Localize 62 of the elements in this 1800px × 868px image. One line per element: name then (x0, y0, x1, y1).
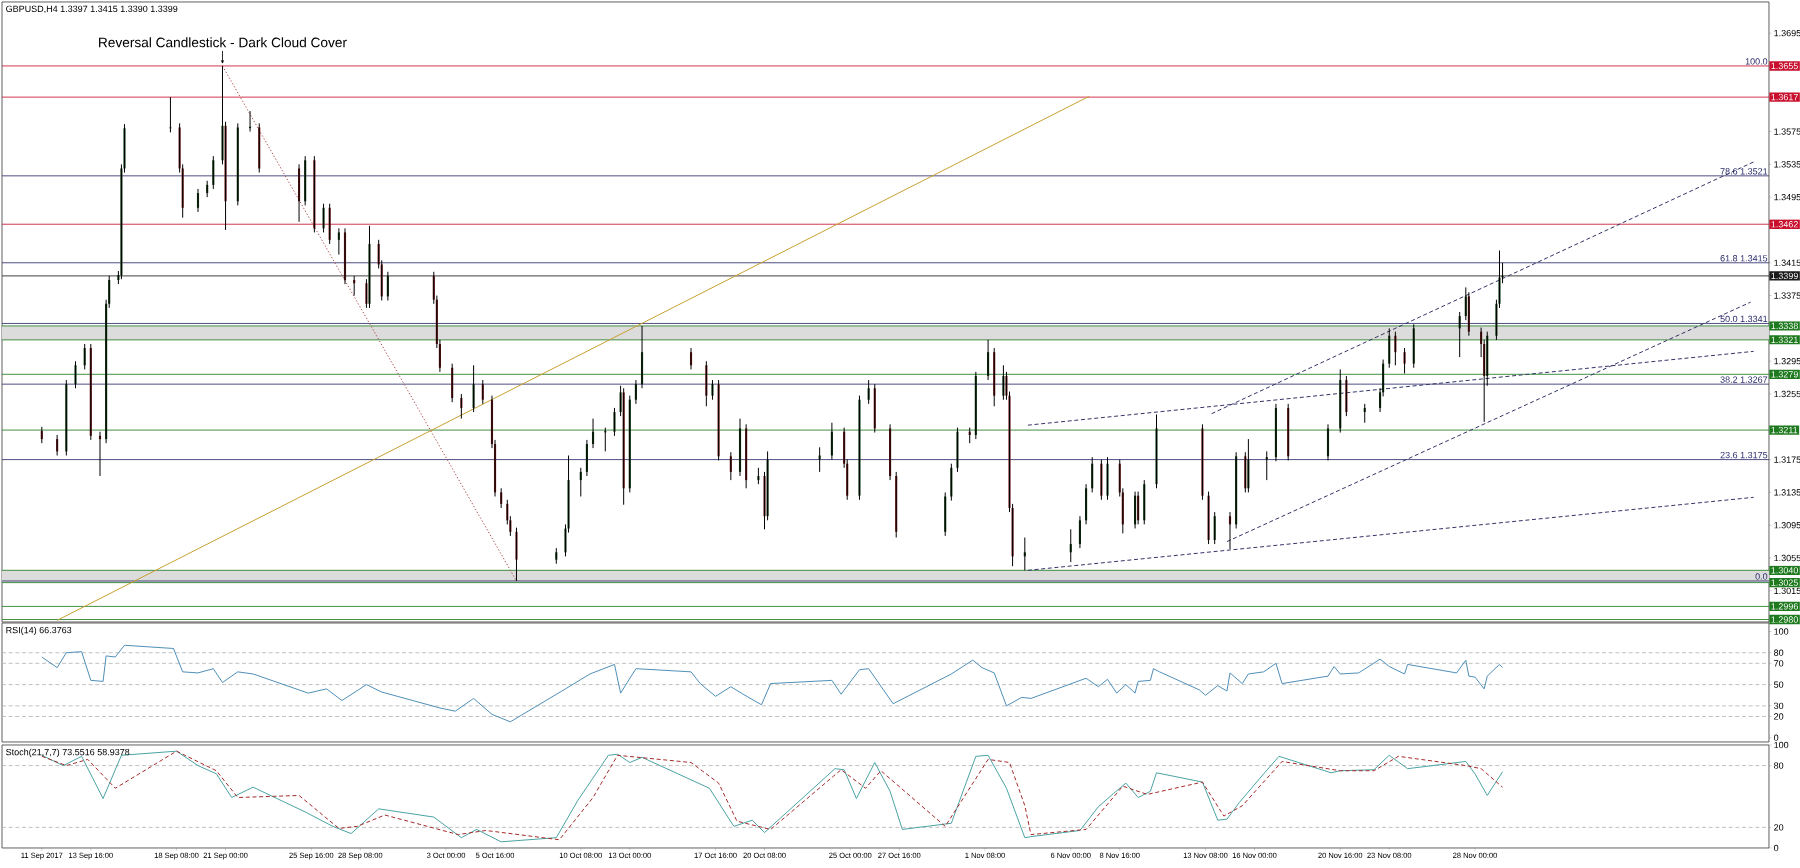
y-tick-label: 50 (1774, 681, 1784, 688)
ref-line-label: 1.2996 (1771, 603, 1798, 610)
ref-line-label: 61.8 1.3415 (1720, 255, 1768, 262)
y-tick-label: 1.3535 (1774, 161, 1800, 168)
candlestick (169, 96, 172, 133)
candlestick (711, 379, 714, 401)
y-tick-label: 1.3415 (1774, 259, 1800, 266)
y-tick-label: 1.3175 (1774, 456, 1800, 463)
candlestick (1403, 347, 1406, 374)
ref-line-label: 1.3338 (1771, 322, 1798, 330)
ref-line-label: 1.3211 (1771, 426, 1798, 434)
annotation: 100.0 (1745, 58, 1768, 65)
ref-line-label: 1.3655 (1771, 62, 1798, 70)
ref-line-label: 1.3462 (1771, 221, 1798, 228)
ref-line-label: 1.2980 (1771, 616, 1798, 623)
y-tick-label: 1.3055 (1774, 554, 1800, 562)
candlestick (1207, 491, 1210, 545)
chart-title: Stoch(21,7,7) 73.5516 58.9378 (6, 748, 130, 758)
candlestick (1106, 456, 1109, 501)
y-tick-label: 100 (1774, 628, 1789, 635)
ref-line-label: 1.3617 (1771, 93, 1798, 101)
y-tick-label: 1.3095 (1774, 522, 1800, 529)
ref-line-label: 1.3321 (1771, 336, 1798, 344)
y-tick-label: 1.3495 (1774, 193, 1800, 201)
annotation: 0.0 (1755, 573, 1768, 580)
line-series (41, 644, 1504, 723)
y-tick-label: 30 (1773, 702, 1784, 710)
chart-title: RSI(14) 66.3763 (6, 626, 72, 636)
ref-line-label: 1.3399 (1771, 272, 1798, 280)
y-tick-label: 1.3575 (1774, 128, 1800, 135)
ref-line-label: 23.6 1.3175 (1720, 451, 1768, 459)
y-tick-label: 0 (1773, 734, 1779, 741)
candlestick (1155, 413, 1158, 489)
candlestick (858, 395, 861, 501)
candlestick (322, 203, 325, 233)
y-tick-label: 80 (1774, 649, 1784, 656)
y-tick-label: 1.3295 (1774, 358, 1800, 365)
y-tick-label: 20 (1774, 824, 1784, 831)
y-tick-label: 20 (1774, 713, 1784, 720)
ref-line-label: 50.0 1.3341 (1720, 315, 1768, 323)
ref-line-label: 78.6 1.3521 (1720, 168, 1768, 175)
y-tick-label: 70 (1774, 660, 1784, 667)
ref-line-label: 1.3025 (1771, 579, 1798, 586)
y-tick-label: 100 (1774, 741, 1789, 749)
candlestick (74, 360, 77, 389)
chart-title: GBPUSD,H4 1.3397 1.3415 1.3390 1.3399 (6, 5, 178, 14)
y-tick-label: 1.3135 (1774, 489, 1800, 496)
annotation: Reversal Candlestick - Dark Cloud Cover (99, 37, 347, 48)
y-tick-label: 0 (1773, 844, 1779, 852)
y-tick-label: 1.3375 (1774, 292, 1800, 299)
y-tick-label: 1.3695 (1774, 29, 1800, 37)
candlestick (956, 427, 959, 473)
candlestick (613, 407, 616, 437)
candlestick (1201, 423, 1204, 501)
ref-line-label: 38.2 1.3267 (1720, 376, 1768, 383)
ref-line-label: 1.3279 (1771, 371, 1798, 378)
ref-line-label: 1.3040 (1771, 567, 1798, 574)
y-tick-label: 1.3255 (1774, 390, 1800, 398)
candlestick (368, 225, 371, 309)
y-tick-label: 1.3015 (1774, 587, 1800, 594)
y-tick-label: 80 (1774, 762, 1784, 769)
candlestick (515, 527, 518, 582)
